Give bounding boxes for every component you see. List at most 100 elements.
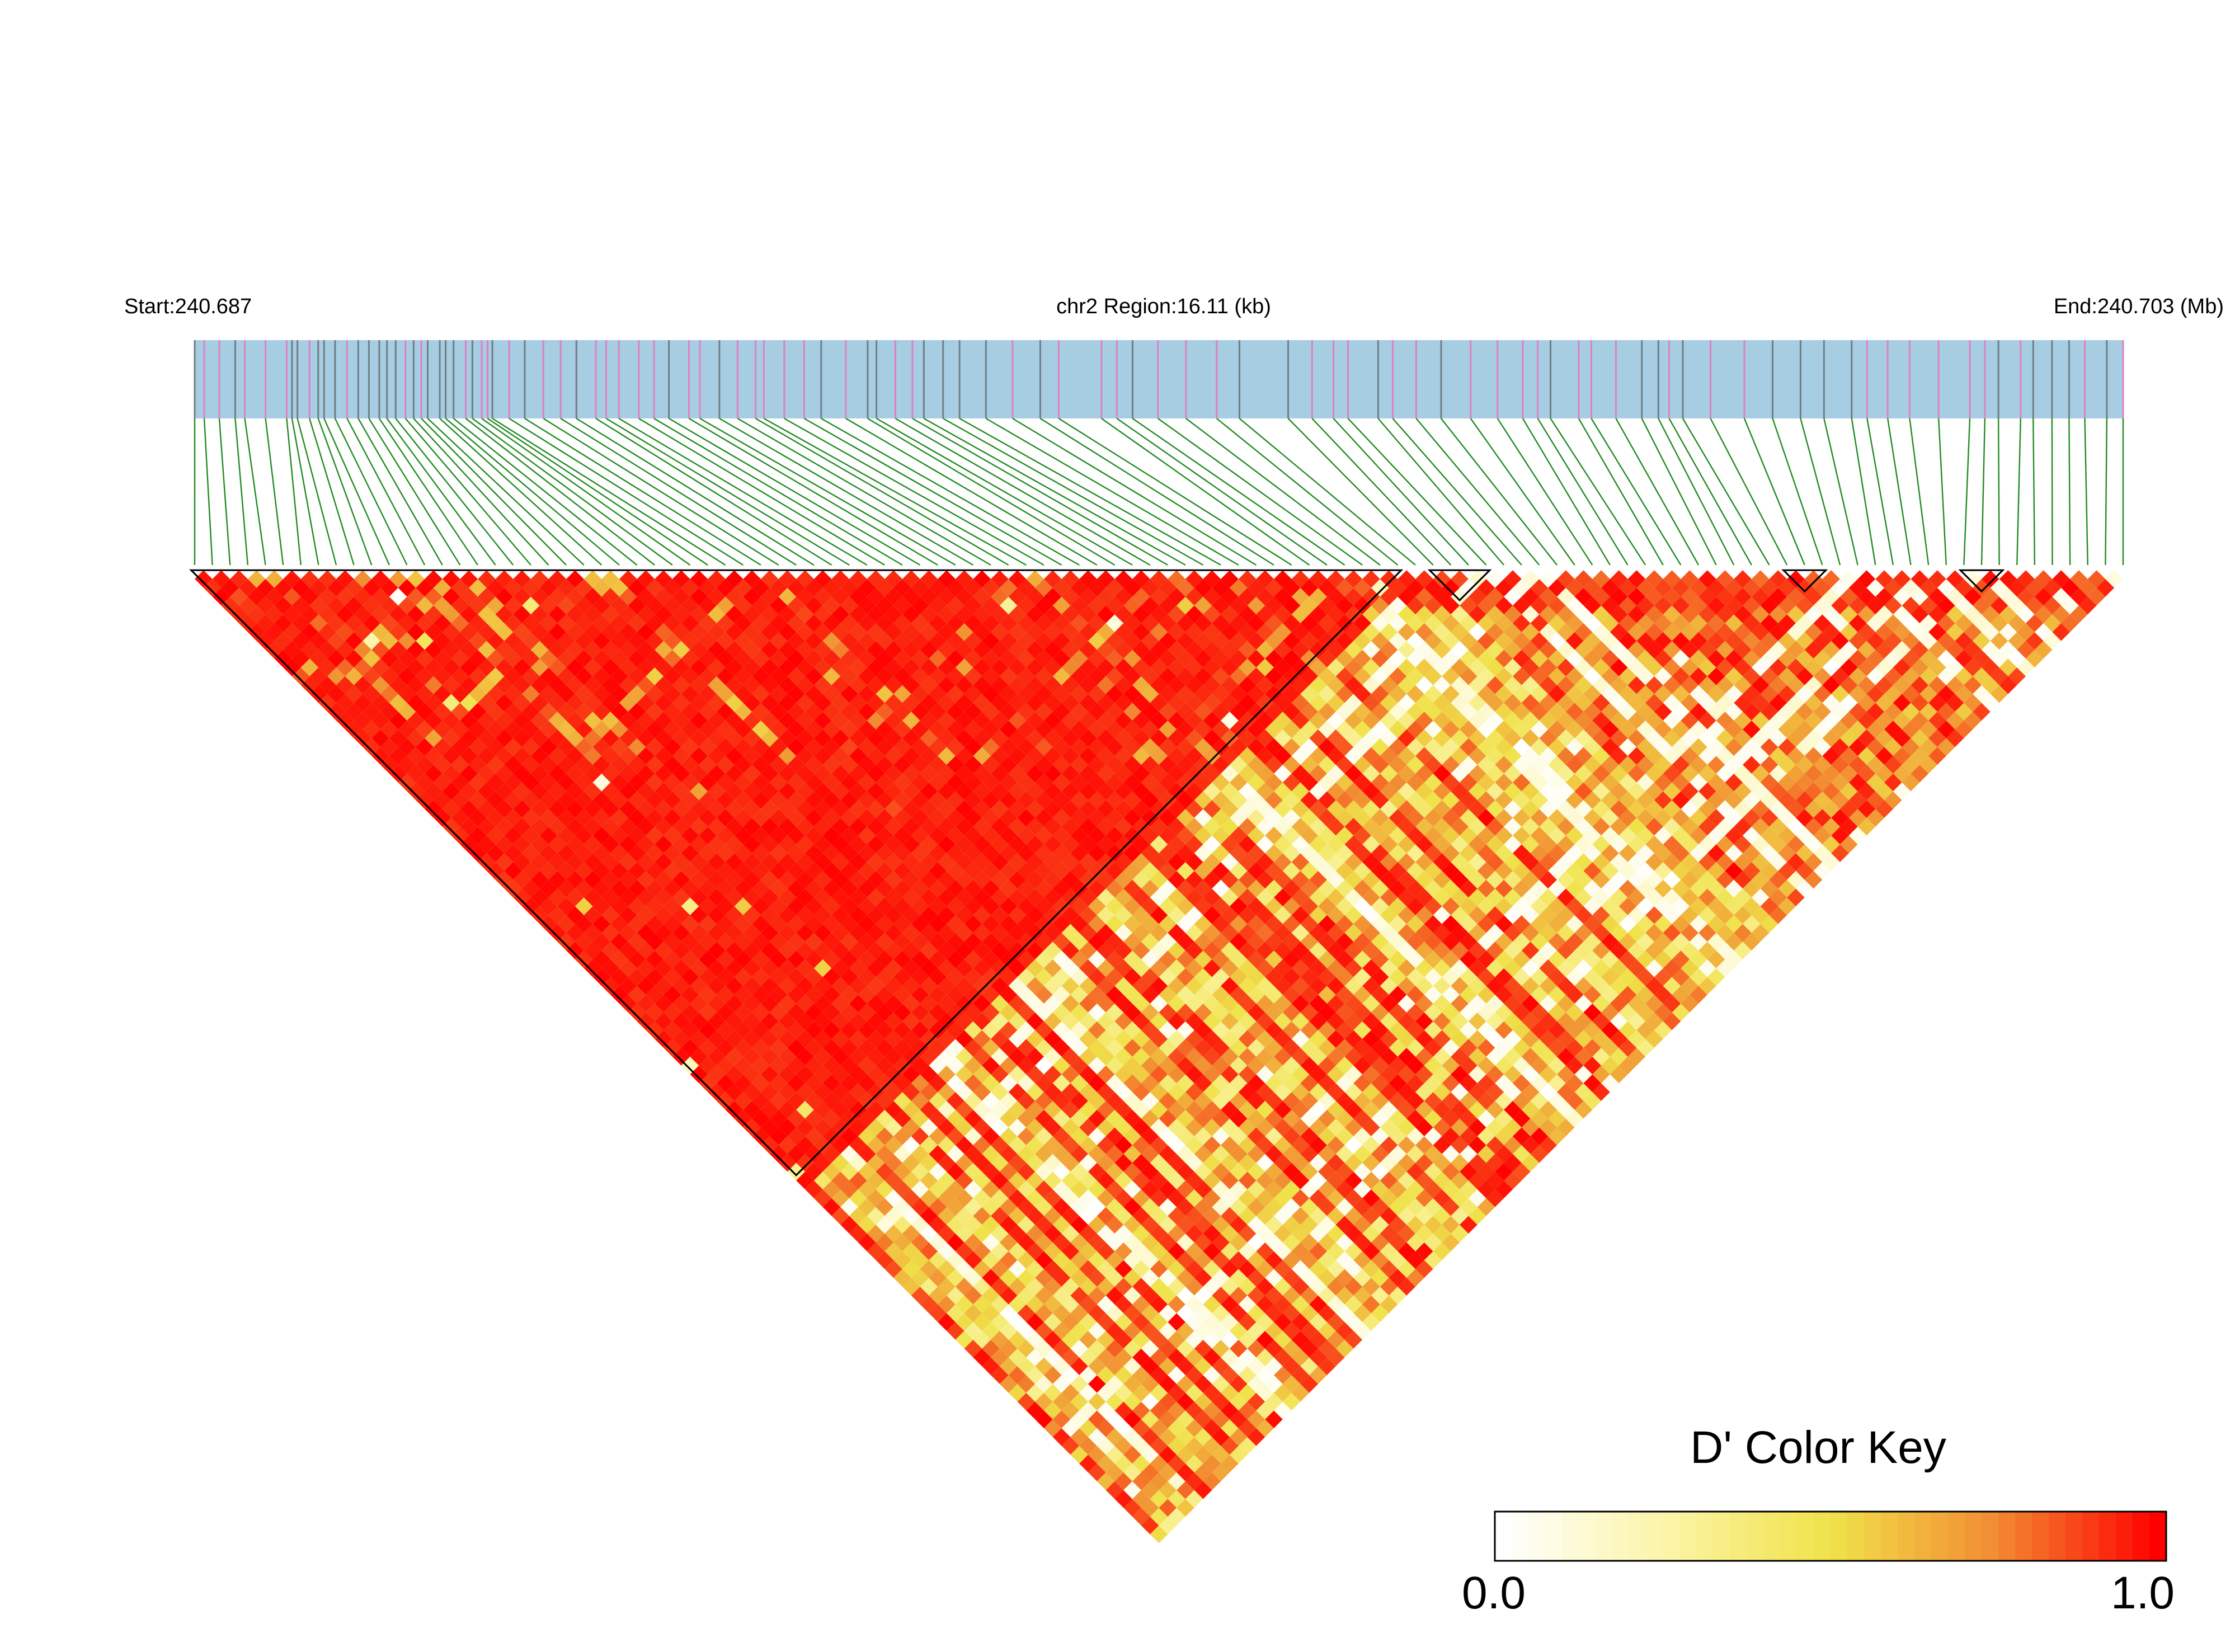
ld-cell [1079,1242,1097,1260]
ld-cell [1088,1286,1106,1305]
ld-cell [309,579,328,597]
ld-cell [1088,1304,1106,1322]
ld-cell [1008,1225,1027,1242]
ld-cell [708,694,726,712]
ld-cell [690,835,708,854]
ld-cell [796,1171,814,1190]
start-label: Start:240.687 [124,295,252,318]
ld-cell [230,570,248,588]
ld-cell [1026,1189,1044,1207]
ld-cell [734,968,752,986]
ld-cell [416,596,434,615]
ld-cell [1035,1056,1053,1075]
ld-cell [1114,1278,1133,1296]
ld-cell [1123,1251,1141,1269]
ld-cell [655,959,672,977]
snp-connector [1591,418,1682,566]
ld-cell [1026,1383,1044,1402]
ld-cell [1097,1455,1115,1473]
ld-cell [955,1012,973,1030]
ld-cell [1132,1348,1150,1367]
ld-cell [1212,1251,1230,1269]
snp-connector [1823,418,1858,566]
ld-cell [451,649,469,668]
ld-cell [300,623,319,641]
ld-cell [601,570,619,588]
ld-cell [1185,1225,1203,1242]
ld-cell [1150,1136,1168,1154]
ld-cell [681,1039,699,1057]
ld-cell [734,986,752,1004]
ld-cell [1052,1410,1071,1428]
gene-track [194,340,2124,418]
ld-cell [955,1136,973,1154]
ld-cell [708,817,726,836]
ld-cell [1159,1198,1177,1216]
ld-cell [884,959,902,977]
ld-cell [477,623,496,641]
ld-cell [1150,1525,1168,1543]
ld-cell [1238,1383,1257,1402]
ld-cell [716,720,735,738]
ld-cell [336,658,354,676]
ld-cell [522,879,540,898]
ld-cell [513,800,531,818]
ld-cell [469,738,487,756]
ld-cell [813,888,832,907]
snp-connector [1039,417,1274,566]
ld-cell [813,1012,832,1030]
ld-cell [1079,1437,1097,1455]
ld-cell [477,782,496,801]
ld-cell [557,756,575,774]
ld-cell [1061,1383,1080,1402]
ld-cell [380,738,398,756]
ld-cell [539,703,558,721]
ld-cell [592,773,611,792]
ld-cell [539,579,558,597]
ld-cell [380,685,398,703]
ld-cell [734,933,752,951]
ld-cell [655,605,672,624]
ld-cell [1035,1339,1053,1358]
ld-cell [1061,1348,1080,1367]
ld-cell [760,995,779,1013]
ld-cell [787,1109,806,1128]
ld-cell [398,685,416,703]
ld-cell [592,720,611,738]
ld-cell [539,809,558,827]
ld-cell [646,791,664,809]
ld-cell [822,826,841,845]
ld-cell [389,641,407,659]
ld-cell [1132,1383,1150,1402]
ld-cell [805,1039,823,1057]
ld-cell [964,1180,982,1198]
ld-cell [1035,1074,1053,1093]
ld-cell [1132,1136,1150,1154]
ld-cell [318,570,336,588]
ld-cell [380,667,398,685]
ld-cell [1123,1339,1141,1358]
ld-cell [1238,1225,1257,1242]
snp-connector [1101,418,1310,566]
ld-cell [991,1048,1009,1066]
ld-cell [947,1286,964,1305]
ld-cell [256,614,275,632]
ld-cell [1132,1083,1150,1101]
ld-cell [831,888,850,907]
ld-cell [1123,1145,1141,1163]
ld-cell [822,933,841,951]
ld-cell [655,1030,672,1048]
ld-cell [752,809,770,827]
ld-cell [265,570,284,588]
ld-cell [672,888,690,907]
ld-cell [637,888,655,907]
ld-cell [884,1030,902,1048]
ld-cell [964,1092,982,1110]
ld-cell [964,1269,982,1287]
ld-cell [477,765,496,783]
ld-cell [584,835,602,854]
ld-cell [513,782,531,801]
ld-cell [1097,1260,1115,1278]
ld-cell [760,1065,779,1084]
ld-cell [425,587,443,606]
